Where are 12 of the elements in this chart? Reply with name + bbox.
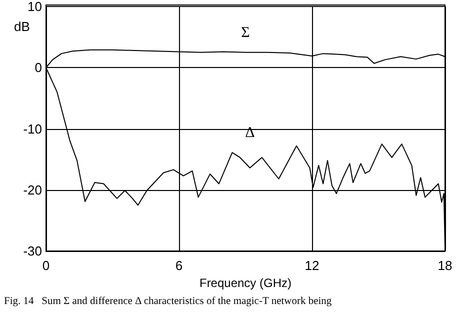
y-tick-label: -10: [23, 121, 42, 136]
y-tick-label: 10: [28, 0, 42, 14]
y-tick-label: 0: [34, 60, 42, 76]
y-tick-label: -30: [23, 244, 42, 258]
y-axis-title: dB: [14, 19, 30, 34]
y-tick-label: -20: [23, 182, 42, 198]
x-axis-title: Frequency (GHz): [199, 276, 292, 290]
x-tick-label: 6: [175, 258, 183, 273]
x-tick-label: 12: [304, 258, 320, 273]
caption: Fig. 14 Sum Σ and difference Δ characteristics of the magic-T network being: [4, 296, 332, 307]
x-tick-label: 18: [438, 258, 452, 273]
series-label: Σ: [241, 24, 250, 41]
